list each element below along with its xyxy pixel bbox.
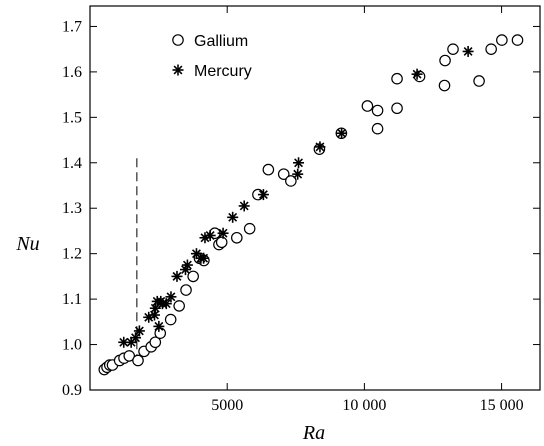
mercury-point <box>153 320 165 332</box>
y-tick-label: 1.2 <box>62 246 82 263</box>
x-tick-label: 10 000 <box>342 397 386 414</box>
gallium-point <box>361 100 374 112</box>
legend-item-gallium: Gallium <box>172 33 248 50</box>
mercury-point <box>181 259 193 271</box>
x-axis-label: Ra <box>302 422 325 444</box>
mercury-point <box>217 227 229 239</box>
gallium-point <box>391 72 403 85</box>
gallium-point <box>473 75 485 87</box>
gallium-point <box>230 231 243 244</box>
y-tick-label: 1.3 <box>62 200 82 217</box>
mercury-point <box>198 252 210 264</box>
legend-circle-icon <box>172 34 184 46</box>
series-gallium <box>98 34 524 376</box>
legend: Gallium Mercury <box>172 33 252 80</box>
gallium-point <box>173 300 185 312</box>
gallium-point <box>180 284 192 296</box>
gallium-point <box>485 43 497 55</box>
y-tick-label: 1.0 <box>62 337 82 354</box>
x-tick-label: 15 000 <box>480 397 524 414</box>
legend-asterisk-icon <box>172 64 184 76</box>
gallium-point <box>132 354 144 367</box>
gallium-point <box>187 270 199 283</box>
gallium-point <box>285 175 297 187</box>
mercury-point <box>462 45 474 57</box>
markers-group <box>98 34 524 376</box>
y-tick-label: 1.6 <box>62 64 82 81</box>
gallium-point <box>149 336 162 349</box>
y-axis-label: Nu <box>15 233 39 255</box>
mercury-point <box>165 291 177 303</box>
mercury-point <box>292 168 304 180</box>
mercury-point <box>238 200 250 212</box>
mercury-point <box>336 127 348 139</box>
legend-label: Gallium <box>194 33 248 50</box>
mercury-point <box>314 141 326 153</box>
series-mercury <box>118 45 474 348</box>
gallium-point <box>371 122 384 135</box>
gallium-point <box>277 168 290 180</box>
mercury-point <box>171 270 183 282</box>
mercury-point <box>148 309 160 321</box>
y-tick-label: 1.4 <box>62 155 82 172</box>
y-tick-label: 1.1 <box>62 291 82 308</box>
gallium-point <box>371 104 384 117</box>
gallium-point <box>391 102 403 115</box>
gallium-point <box>438 79 451 92</box>
gallium-point <box>447 43 459 55</box>
gallium-point <box>243 222 256 235</box>
y-tick-label: 1.5 <box>62 109 82 126</box>
mercury-point <box>257 189 269 201</box>
gallium-point <box>164 313 177 326</box>
legend-item-mercury: Mercury <box>172 63 252 80</box>
mercury-point <box>227 211 239 223</box>
tick-labels-group: 5000 10 000 15 000 0.9 1.0 1.1 1.2 1.3 1.4 1.5 1.6… <box>62 18 524 414</box>
mercury-point <box>160 298 172 310</box>
gallium-point <box>439 54 451 67</box>
ticks-group <box>90 6 540 391</box>
mercury-point <box>204 229 216 241</box>
y-tick-label: 0.9 <box>62 382 82 399</box>
x-tick-label: 5000 <box>211 397 243 414</box>
y-tick-label: 1.7 <box>62 18 82 35</box>
gallium-point <box>262 163 275 176</box>
gallium-point <box>215 236 228 249</box>
plot-border <box>89 5 541 391</box>
mercury-point <box>293 157 305 169</box>
plot-frame <box>89 5 541 391</box>
mercury-point <box>411 68 423 80</box>
gallium-point <box>511 34 524 46</box>
gallium-point <box>496 34 508 46</box>
legend-label: Mercury <box>194 63 252 80</box>
mercury-point <box>130 332 142 344</box>
